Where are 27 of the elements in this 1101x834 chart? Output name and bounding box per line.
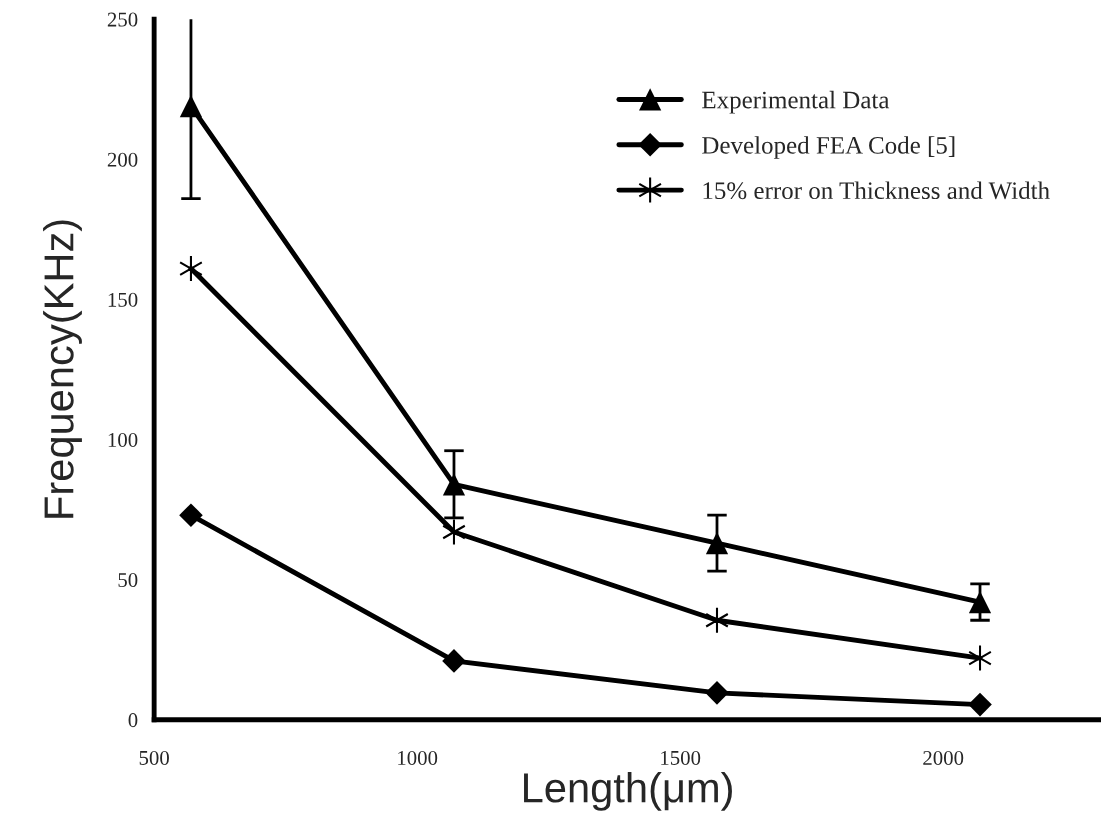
- point: [442, 649, 466, 673]
- y-tick-label: 200: [107, 152, 138, 167]
- point: [705, 681, 729, 705]
- point: [179, 255, 203, 283]
- y-axis-title: Frequency(KHz): [43, 220, 82, 518]
- y-tick-label: 150: [108, 292, 138, 307]
- x-tick-label: 1000: [398, 750, 438, 765]
- y-tick-label: 250: [107, 12, 138, 27]
- point: [968, 644, 992, 672]
- legend-label: 15% error on Thickness and Width: [703, 181, 1050, 200]
- x-axis-title: Length(μm): [524, 771, 732, 811]
- point: [179, 94, 203, 118]
- y-tick-label: 0: [128, 713, 138, 728]
- legend-label: Developed FEA Code [5]: [702, 136, 955, 159]
- point: [179, 503, 203, 527]
- x-tick-label: 2000: [923, 750, 964, 765]
- legend-label: Experimental Data: [702, 90, 890, 114]
- y-tick-label: 50: [118, 573, 138, 588]
- point: [705, 532, 729, 555]
- point: [705, 606, 729, 634]
- x-tick-label: 500: [139, 750, 169, 765]
- point: [968, 590, 992, 614]
- point: [968, 692, 992, 717]
- y-tick-label: 100: [108, 432, 138, 447]
- x-tick-label: 1500: [661, 750, 701, 765]
- point: [442, 518, 466, 546]
- point: [442, 473, 466, 496]
